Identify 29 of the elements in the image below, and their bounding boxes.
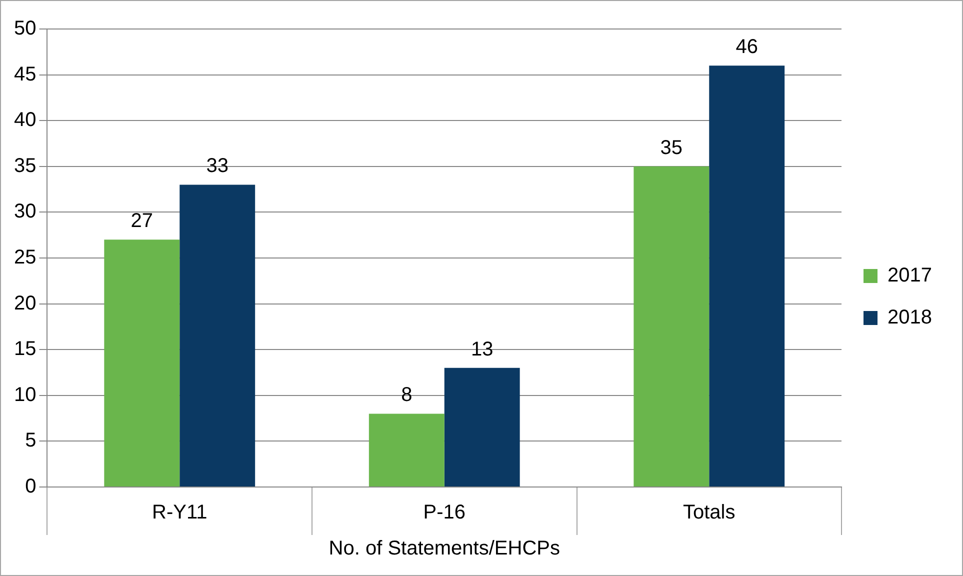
y-tick-label: 20 bbox=[14, 292, 36, 314]
y-tick-label: 15 bbox=[14, 338, 36, 360]
y-tick-label: 0 bbox=[25, 476, 36, 498]
bar bbox=[709, 66, 785, 486]
bar bbox=[104, 240, 180, 486]
data-label: 46 bbox=[736, 36, 758, 58]
legend-label: 2018 bbox=[888, 306, 932, 329]
y-tick-label: 30 bbox=[14, 200, 36, 223]
legend-label: 2017 bbox=[888, 264, 932, 287]
y-tick-label: 25 bbox=[14, 246, 36, 269]
y-tick-label: 40 bbox=[14, 109, 36, 132]
y-tick-label: 45 bbox=[14, 63, 36, 86]
x-tick-label: Totals bbox=[683, 502, 736, 524]
y-tick-label: 10 bbox=[14, 384, 36, 406]
bar bbox=[444, 368, 520, 486]
data-label: 27 bbox=[130, 210, 154, 232]
x-tick-label: P-16 bbox=[423, 502, 466, 524]
bar bbox=[634, 166, 710, 486]
data-label: 33 bbox=[206, 155, 228, 178]
x-axis-title: No. of Statements/EHCPs bbox=[328, 538, 560, 560]
x-tick-label: R-Y11 bbox=[152, 502, 208, 524]
data-label: 35 bbox=[660, 136, 683, 159]
data-label: 8 bbox=[401, 384, 412, 406]
y-tick-label: 35 bbox=[14, 154, 36, 177]
y-tick-label: 5 bbox=[25, 430, 36, 452]
bar bbox=[368, 414, 444, 486]
y-tick-label: 50 bbox=[14, 18, 36, 40]
bar bbox=[180, 184, 256, 486]
data-label: 13 bbox=[470, 338, 494, 360]
